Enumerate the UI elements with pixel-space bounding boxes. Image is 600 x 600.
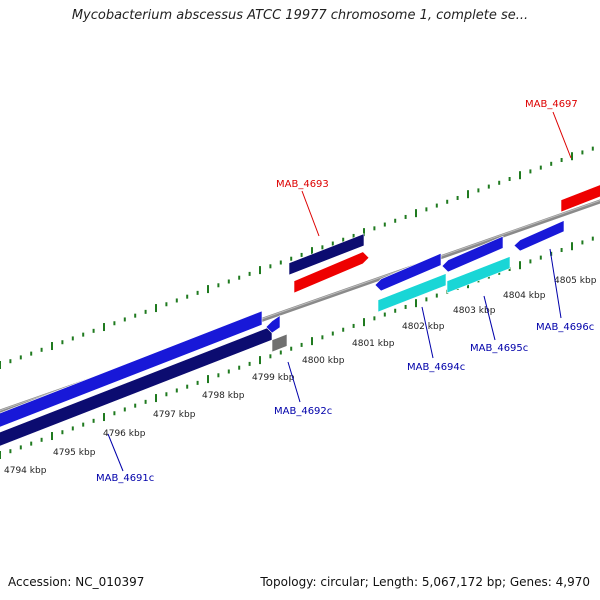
scale-label: 4795 kbp <box>53 448 96 458</box>
gene-label-mab-4693[interactable]: MAB_4693 <box>276 179 329 190</box>
gene-mab-4690c[interactable] <box>0 310 263 431</box>
label-leader-line <box>301 190 320 237</box>
gene-mab-4694c-blue[interactable] <box>374 252 442 292</box>
scale-label: 4803 kbp <box>453 306 496 316</box>
label-leader-line <box>483 295 496 341</box>
scale-label: 4802 kbp <box>402 322 445 332</box>
gene-label-mab-4696c[interactable]: MAB_4696c <box>536 322 594 333</box>
gene-label-mab-4695c[interactable]: MAB_4695c <box>470 343 528 354</box>
gene-mab-4693[interactable] <box>293 251 370 294</box>
gene-mab-4694c[interactable] <box>377 273 447 313</box>
gene-mab-4693-navy[interactable] <box>288 233 365 276</box>
gene-mab-4695c[interactable] <box>446 255 511 294</box>
gene-mab-4695c-blue[interactable] <box>441 235 504 273</box>
scale-label: 4798 kbp <box>202 391 245 401</box>
scale-label: 4804 kbp <box>503 291 546 301</box>
scale-label: 4794 kbp <box>4 466 47 476</box>
label-leader-line <box>107 433 124 472</box>
gene-mab-4696c[interactable] <box>513 220 565 252</box>
label-leader-line <box>552 111 572 159</box>
scale-label: 4805 kbp <box>554 276 597 286</box>
scale-label: 4797 kbp <box>153 410 196 420</box>
map-title: Mycobacterium abscessus ATCC 19977 chrom… <box>71 8 529 23</box>
gene-label-mab-4692c[interactable]: MAB_4692c <box>274 406 332 417</box>
label-leader-line <box>287 361 301 403</box>
accession-text: Accession: NC_010397 <box>8 575 145 589</box>
scale-label: 4800 kbp <box>302 356 345 366</box>
scale-label: 4796 kbp <box>103 429 146 439</box>
genome-summary-text: Topology: circular; Length: 5,067,172 bp… <box>260 575 590 589</box>
gene-label-mab-4691c[interactable]: MAB_4691c <box>96 473 154 484</box>
gene-small-gray[interactable] <box>271 333 288 353</box>
label-leader-line <box>549 248 562 319</box>
scale-label: 4801 kbp <box>352 339 395 349</box>
gene-label-mab-4697[interactable]: MAB_4697 <box>525 99 578 110</box>
gene-mab-4697[interactable] <box>560 181 600 213</box>
gene-small-blue[interactable] <box>265 314 281 334</box>
scale-label: 4799 kbp <box>252 373 295 383</box>
label-leader-line <box>421 306 434 359</box>
gene-label-mab-4694c[interactable]: MAB_4694c <box>407 362 465 373</box>
